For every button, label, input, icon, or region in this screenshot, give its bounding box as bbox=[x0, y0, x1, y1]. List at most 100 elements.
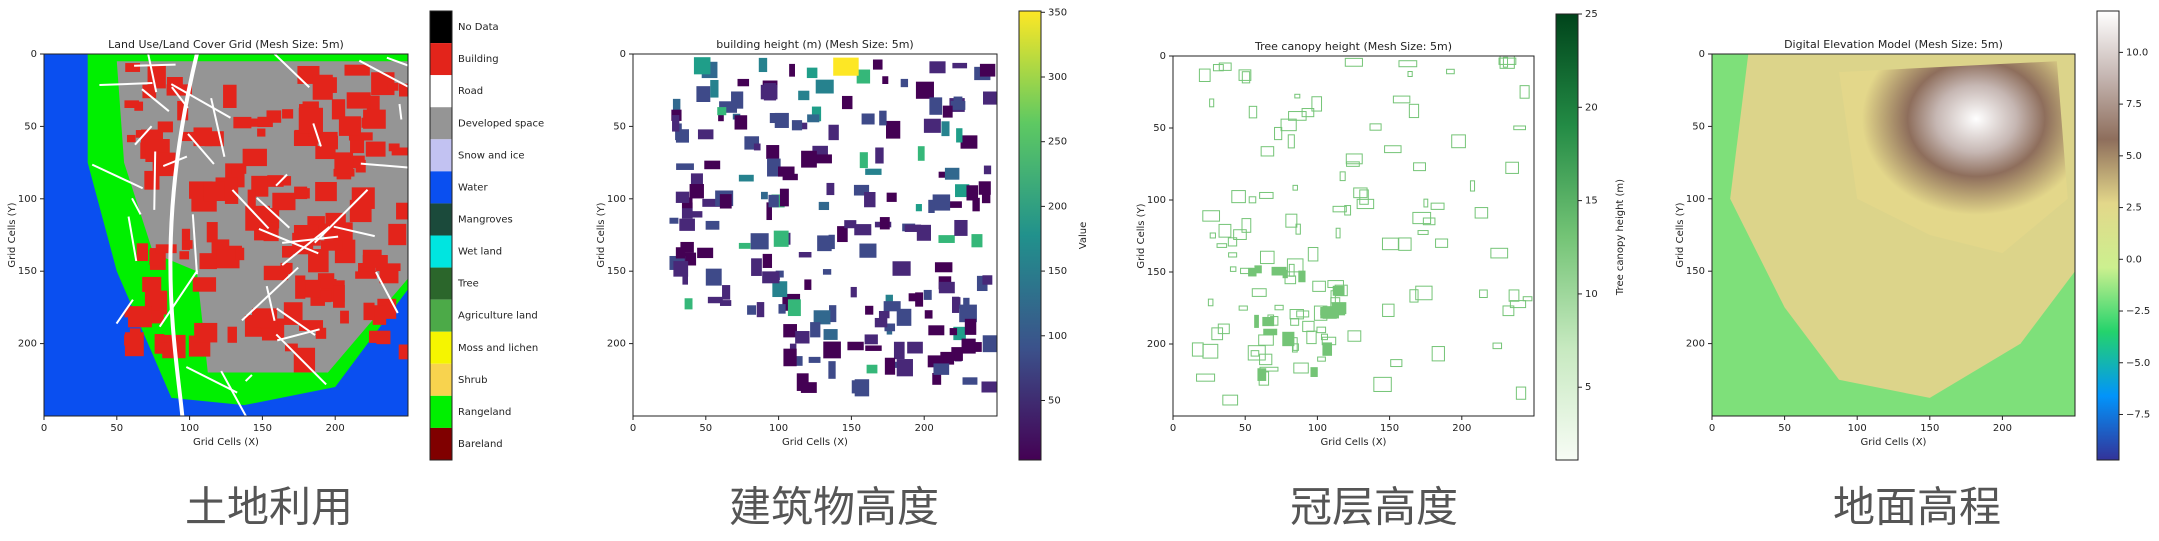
map-patch bbox=[815, 79, 834, 94]
map-patch bbox=[1191, 342, 1204, 357]
map-patch bbox=[681, 202, 693, 219]
colorbar-label: Tree canopy height (m) bbox=[1615, 179, 1626, 296]
axes-frame bbox=[43, 53, 409, 417]
map-patch bbox=[368, 330, 391, 343]
x-tick-label: 0 bbox=[41, 423, 47, 434]
x-tick-label: 200 bbox=[915, 423, 934, 434]
map-patch bbox=[778, 166, 795, 177]
map-patch bbox=[1238, 305, 1248, 311]
map-patch bbox=[837, 226, 848, 243]
x-tick-label: 50 bbox=[1778, 423, 1791, 434]
map-patch bbox=[144, 170, 160, 190]
map-patch bbox=[386, 268, 397, 279]
colorbar-tick-label: −5.0 bbox=[2126, 358, 2150, 369]
map-patch bbox=[293, 347, 316, 373]
map-patch bbox=[810, 322, 821, 338]
map-patch bbox=[344, 64, 370, 76]
map-patch bbox=[787, 299, 801, 317]
map-patch bbox=[346, 92, 371, 109]
map-patch bbox=[850, 286, 857, 298]
map-patch bbox=[719, 101, 738, 113]
map-patch bbox=[791, 120, 803, 131]
map-patch bbox=[155, 244, 177, 254]
map-patch bbox=[315, 327, 327, 339]
map-patch bbox=[1298, 270, 1306, 283]
map-patch bbox=[282, 109, 294, 119]
map-patch bbox=[747, 305, 757, 315]
colorbar bbox=[1555, 13, 1579, 461]
map-patch bbox=[331, 99, 346, 120]
map-patch bbox=[767, 158, 781, 177]
road bbox=[375, 271, 399, 314]
map-patch bbox=[853, 184, 870, 196]
colorbar-tick-label: 7.5 bbox=[2126, 99, 2142, 110]
map-patch bbox=[954, 297, 961, 309]
heatmap-image bbox=[669, 57, 997, 397]
map-patch bbox=[1469, 180, 1476, 192]
map-patch bbox=[938, 281, 955, 294]
map-patch bbox=[179, 251, 190, 260]
map-patch bbox=[1522, 296, 1533, 302]
map-patch bbox=[399, 83, 408, 97]
map-patch bbox=[1257, 368, 1267, 381]
map-patch bbox=[753, 143, 761, 151]
map-patch bbox=[1373, 376, 1392, 392]
map-patch bbox=[317, 273, 335, 282]
y-tick-label: 50 bbox=[1153, 123, 1166, 134]
map-patch bbox=[828, 234, 835, 250]
legend-label: Bareland bbox=[458, 439, 503, 450]
map-patch bbox=[1274, 126, 1283, 141]
map-patch bbox=[766, 145, 780, 159]
map-patch bbox=[206, 222, 218, 243]
map-patch bbox=[762, 253, 773, 268]
map-patch bbox=[1207, 298, 1214, 307]
map-patch bbox=[1508, 289, 1520, 302]
map-patch bbox=[928, 199, 935, 213]
map-patch bbox=[1287, 134, 1295, 149]
map-patch bbox=[859, 152, 868, 169]
road bbox=[276, 328, 320, 342]
map-patch bbox=[398, 344, 408, 360]
axes-frame bbox=[1172, 55, 1535, 417]
map-patch bbox=[334, 152, 354, 174]
map-patch bbox=[1509, 300, 1527, 309]
map-patch bbox=[1238, 69, 1252, 81]
map-patch bbox=[372, 305, 387, 325]
map-patch bbox=[828, 361, 836, 379]
map-patch bbox=[194, 322, 218, 343]
map-patch bbox=[944, 167, 960, 180]
map-patch bbox=[1289, 309, 1304, 320]
map-patch bbox=[982, 335, 997, 353]
map-patch bbox=[783, 324, 797, 338]
map-patch bbox=[1231, 190, 1246, 204]
map-patch bbox=[959, 304, 977, 323]
legend-label: Mangroves bbox=[458, 214, 513, 225]
map-patch bbox=[1202, 210, 1221, 222]
map-patch bbox=[1316, 326, 1327, 334]
map-patch bbox=[844, 220, 857, 229]
road bbox=[398, 103, 403, 120]
map-patch bbox=[932, 373, 942, 385]
map-patch bbox=[1282, 331, 1295, 347]
map-patch bbox=[257, 116, 273, 128]
map-patch bbox=[924, 310, 933, 319]
colorbar-tick-label: 2.5 bbox=[2126, 203, 2142, 214]
map-patch bbox=[1196, 373, 1216, 382]
map-patch bbox=[734, 115, 748, 130]
y-tick-label: 150 bbox=[607, 266, 626, 277]
colorbar-tick-label: 100 bbox=[1048, 331, 1067, 342]
map-patch bbox=[1332, 285, 1345, 296]
x-tick-label: 0 bbox=[1709, 423, 1715, 434]
map-patch bbox=[904, 224, 922, 232]
legend-label: Developed space bbox=[458, 118, 544, 129]
map-patch bbox=[682, 276, 689, 285]
map-patch bbox=[807, 114, 820, 123]
map-patch bbox=[362, 255, 388, 268]
map-patch bbox=[182, 240, 193, 249]
legend-label: Water bbox=[458, 182, 488, 193]
map-patch bbox=[762, 271, 780, 284]
y-tick-label: 200 bbox=[607, 339, 626, 350]
x-tick-label: 0 bbox=[630, 423, 636, 434]
map-patch bbox=[1233, 229, 1247, 240]
map-patch bbox=[884, 323, 896, 332]
